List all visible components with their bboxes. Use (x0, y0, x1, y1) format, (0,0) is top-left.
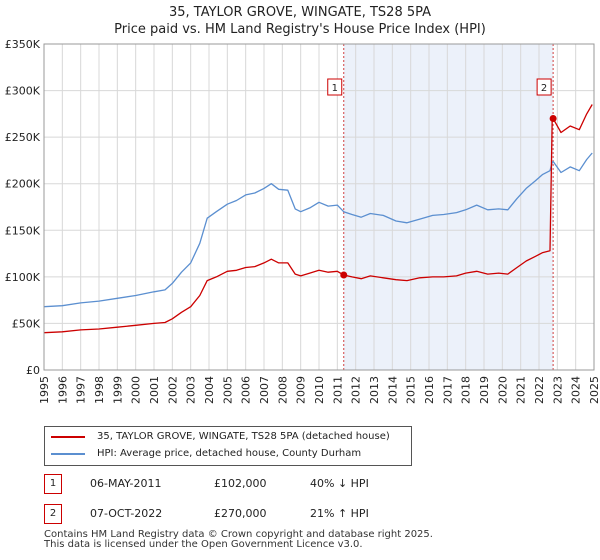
transaction-date: 06-MAY-2011 (90, 477, 162, 490)
chart-legend: 35, TAYLOR GROVE, WINGATE, TS28 5PA (det… (44, 426, 412, 466)
chart-title: 35, TAYLOR GROVE, WINGATE, TS28 5PA (168, 5, 432, 20)
transaction-point (340, 271, 348, 279)
x-tick-label: 2022 (533, 376, 546, 404)
y-tick-label: £250K (5, 131, 41, 144)
chart-subtitle: Price paid vs. HM Land Registry's House … (114, 22, 486, 37)
x-tick-label: 2018 (460, 376, 473, 404)
x-tick-label: 2021 (515, 376, 528, 404)
x-tick-label: 2025 (588, 376, 600, 404)
legend-blue-line (51, 453, 85, 455)
legend-red-line (51, 436, 85, 438)
x-tick-label: 2004 (203, 376, 216, 404)
x-tick-label: 2007 (258, 376, 271, 404)
x-tick-label: 2002 (166, 376, 179, 404)
x-tick-label: 2023 (551, 376, 564, 404)
x-tick-label: 2001 (148, 376, 161, 404)
attribution-footer: Contains HM Land Registry data © Crown c… (44, 530, 433, 550)
shaded-ownership-period (343, 44, 554, 370)
transaction-hpi-diff: 40% ↓ HPI (310, 477, 369, 490)
transaction-point (549, 115, 557, 123)
transaction-date: 07-OCT-2022 (90, 507, 163, 520)
attribution-line-2: This data is licensed under the Open Gov… (44, 539, 363, 550)
transaction-label-box (536, 78, 552, 96)
transaction-badge: 1 (44, 474, 62, 494)
transaction-label-box (327, 78, 343, 96)
y-tick-label: £200K (5, 178, 41, 191)
x-tick-label: 1998 (93, 376, 106, 404)
y-tick-label: £300K (5, 85, 41, 98)
x-tick-label: 2003 (185, 376, 198, 404)
x-tick-label: 1996 (56, 376, 69, 404)
x-tick-label: 2024 (570, 376, 583, 404)
transaction-price: £102,000 (214, 477, 267, 490)
x-tick-label: 1999 (111, 376, 124, 404)
x-tick-label: 2009 (295, 376, 308, 404)
x-tick-label: 2008 (276, 376, 289, 404)
plot-frame (43, 43, 595, 371)
y-tick-label: £350K (5, 38, 41, 51)
property-price-line (43, 104, 593, 334)
x-tick-label: 2006 (240, 376, 253, 404)
x-tick-label: 2010 (313, 376, 326, 404)
chart-title-block: 35, TAYLOR GROVE, WINGATE, TS28 5PA Pric… (0, 4, 600, 38)
x-tick-label: 2015 (405, 376, 418, 404)
transaction-hpi-diff: 21% ↑ HPI (310, 507, 369, 520)
x-tick-label: 2017 (441, 376, 454, 404)
x-tick-label: 2012 (350, 376, 363, 404)
x-tick-label: 2019 (478, 376, 491, 404)
legend-label-property: 35, TAYLOR GROVE, WINGATE, TS28 5PA (det… (97, 431, 390, 442)
x-tick-label: 2014 (386, 376, 399, 404)
hpi-line (43, 152, 593, 308)
attribution-line-1: Contains HM Land Registry data © Crown c… (44, 529, 433, 540)
transaction-badge: 2 (44, 504, 62, 524)
y-tick-label: £100K (5, 271, 41, 284)
x-tick-label: 2016 (423, 376, 436, 404)
x-tick-label: 1995 (38, 376, 51, 404)
x-tick-label: 1997 (75, 376, 88, 404)
y-tick-label: £150K (5, 224, 41, 237)
price-chart: 1 2 £0 £50K £100K £150K £200K £250K £300K £350K 19… (5, 38, 600, 404)
transaction-label: 1 (332, 83, 338, 94)
legend-label-hpi: HPI: Average price, detached house, Coun… (97, 448, 362, 459)
transaction-price: £270,000 (214, 507, 267, 520)
x-tick-label: 2000 (130, 376, 143, 404)
x-tick-label: 2020 (496, 376, 509, 404)
transaction-label: 2 (541, 83, 547, 94)
x-tick-label: 2013 (368, 376, 381, 404)
y-tick-label: £50K (12, 317, 41, 330)
y-tick-label: £0 (26, 364, 40, 377)
x-tick-label: 2011 (331, 376, 344, 404)
x-tick-label: 2005 (221, 376, 234, 404)
